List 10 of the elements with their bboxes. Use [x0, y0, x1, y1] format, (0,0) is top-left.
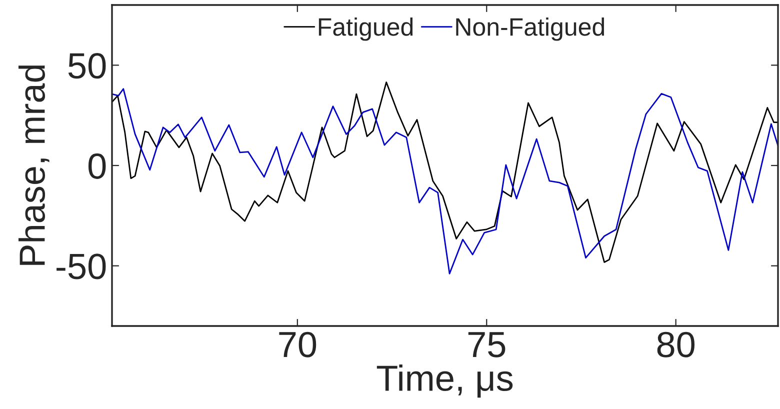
y-tick-label: 0: [88, 153, 106, 179]
x-axis-title: Time, μs: [376, 364, 513, 398]
y-axis-title: Phase, mrad: [18, 65, 50, 265]
y-tick-label: -50: [56, 254, 106, 280]
legend-label: Fatigued: [318, 18, 413, 41]
x-tick-label: 80: [657, 332, 694, 358]
x-tick-label: 70: [279, 332, 316, 358]
legend-label: Non-Fatigued: [456, 18, 604, 41]
x-tick-label: 75: [468, 332, 506, 358]
y-tick-label: 50: [68, 53, 106, 79]
